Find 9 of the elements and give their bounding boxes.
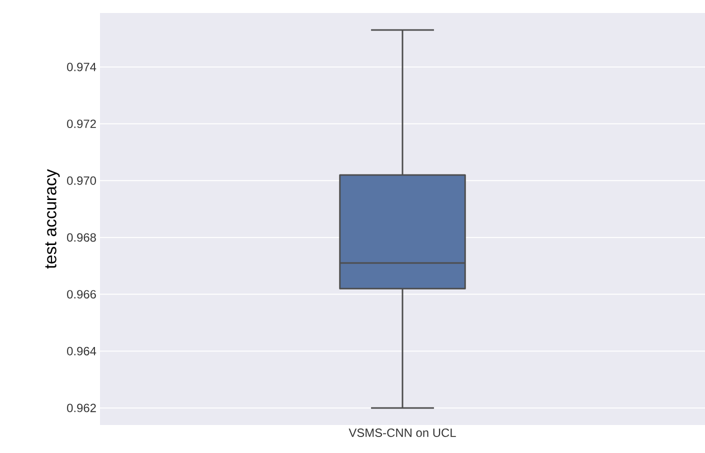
x-tick-label: VSMS-CNN on UCL [348,428,456,437]
y-tick-label: 0.964 [67,346,96,356]
y-tick-label: 0.962 [67,404,96,412]
y-tick-label: 0.970 [67,176,96,185]
y-tick-label: 0.968 [67,233,96,242]
y-tick-label: 0.972 [67,120,96,128]
y-axis-title: test accuracy [45,169,60,269]
y-tick-label: 0.974 [67,62,96,72]
y-tick-label: 0.966 [67,290,96,299]
